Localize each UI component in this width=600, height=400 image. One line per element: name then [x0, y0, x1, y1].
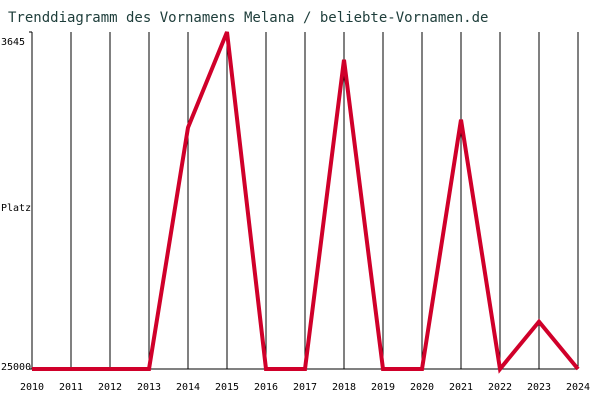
- x-tick-label: 2013: [137, 382, 161, 393]
- x-tick-label: 2016: [254, 382, 278, 393]
- data-line: [32, 31, 580, 374]
- y-axis-label: Platz: [1, 203, 31, 214]
- x-tick-label: 2024: [566, 382, 590, 393]
- x-tick-label: 2010: [20, 382, 44, 393]
- x-tick-label: 2011: [59, 382, 83, 393]
- x-tick-label: 2018: [332, 382, 356, 393]
- x-tick-label: 2015: [215, 382, 239, 393]
- x-tick-label: 2017: [293, 382, 317, 393]
- x-tick-label: 2020: [410, 382, 434, 393]
- x-tick-label: 2012: [98, 382, 122, 393]
- y-tick-label: 3645: [1, 37, 25, 48]
- x-tick-label: 2022: [488, 382, 512, 393]
- x-tick-label: 2021: [449, 382, 473, 393]
- x-tick-label: 2023: [527, 382, 551, 393]
- chart-title: Trenddiagramm des Vornamens Melana / bel…: [8, 10, 488, 26]
- x-tick-label: 2014: [176, 382, 200, 393]
- x-tick-label: 2019: [371, 382, 395, 393]
- y-tick-label: 25000: [1, 362, 31, 373]
